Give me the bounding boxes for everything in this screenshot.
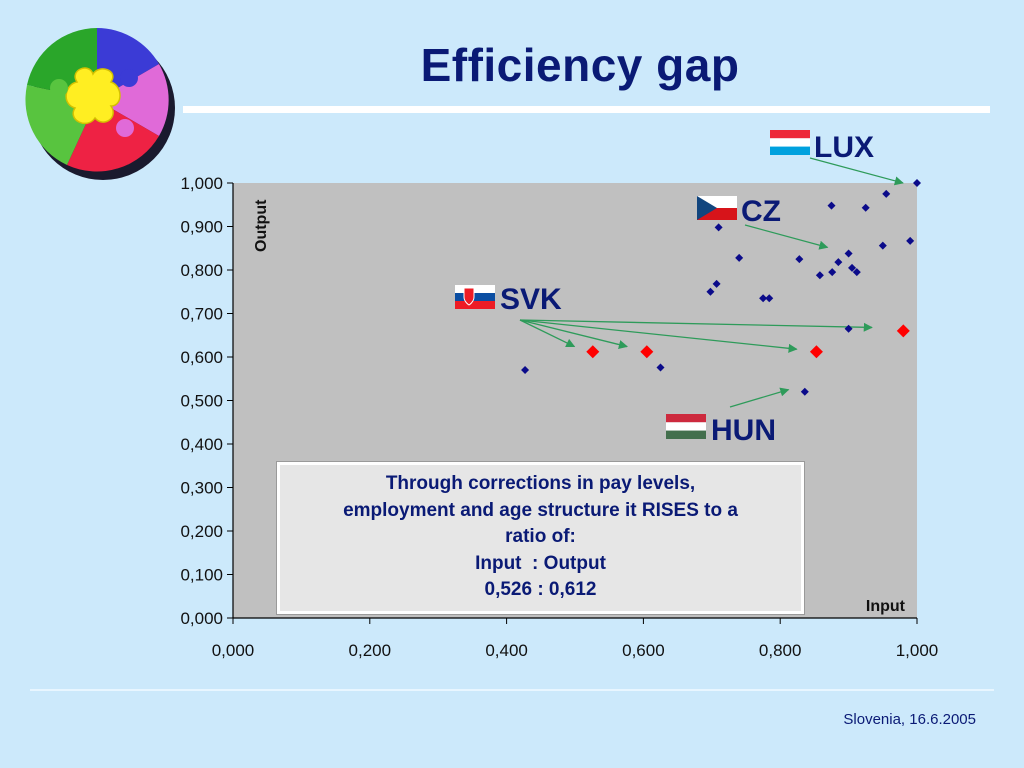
note-line: ratio of:: [505, 526, 576, 547]
annotation-arrow: [519, 319, 873, 332]
y-tick-label: 0,000: [180, 609, 223, 628]
y-tick-label: 0,800: [180, 261, 223, 280]
data-point: [800, 387, 809, 396]
annotation-arrow: [744, 224, 829, 250]
x-tick-label: 0,400: [485, 641, 528, 660]
data-point: [795, 255, 804, 264]
data-points: [521, 179, 921, 396]
note-line: Input : Output: [475, 552, 606, 574]
annotation-label-lux: LUX: [814, 131, 874, 164]
highlight-point: [586, 345, 600, 359]
slovakia-flag-icon: [455, 285, 495, 309]
x-tick-label: 0,600: [622, 641, 665, 660]
data-point: [828, 268, 837, 277]
data-point: [735, 253, 744, 262]
annotation-cz: CZ: [697, 195, 781, 228]
data-point: [827, 201, 836, 210]
y-tick-label: 0,200: [180, 522, 223, 541]
annotation-label-hun: HUN: [711, 414, 776, 447]
x-tick-label: 1,000: [896, 641, 939, 660]
y-tick-label: 0,100: [180, 566, 223, 585]
slide-title: Efficiency gap: [420, 39, 740, 91]
annotation-label-cz: CZ: [741, 195, 781, 228]
data-point: [765, 294, 774, 303]
title-divider: [183, 106, 990, 113]
annotation-arrows: [519, 157, 904, 408]
data-point: [834, 258, 843, 267]
highlight-point: [896, 324, 910, 338]
data-point: [656, 363, 665, 372]
annotation-svk: SVK: [455, 283, 562, 316]
annotation-hun: HUN: [666, 414, 776, 447]
data-point: [844, 249, 853, 258]
data-point: [714, 223, 723, 232]
x-tick-label: 0,200: [349, 641, 392, 660]
data-point: [848, 263, 857, 272]
annotation-arrow: [729, 387, 790, 408]
y-tick-label: 0,600: [180, 348, 223, 367]
data-point: [844, 324, 853, 333]
data-point: [815, 271, 824, 280]
note-box: Through corrections in pay levels, emplo…: [277, 462, 804, 614]
y-axis-label: Output: [253, 199, 270, 252]
y-tick-label: 0,900: [180, 218, 223, 237]
note-line: employment and age structure it RISES to…: [343, 499, 738, 521]
y-tick-label: 0,400: [180, 435, 223, 454]
luxembourg-flag-icon: [770, 130, 810, 155]
data-point: [878, 241, 887, 250]
annotation-arrow: [519, 319, 576, 348]
data-point: [521, 366, 530, 375]
highlight-point: [809, 345, 823, 359]
data-point: [861, 203, 870, 212]
czech-flag-icon: [697, 196, 737, 220]
y-tick-label: 0,300: [180, 479, 223, 498]
x-tick-label: 0,000: [212, 641, 255, 660]
annotation-lux: LUX: [770, 130, 874, 164]
footer-divider: [30, 689, 994, 691]
puzzle-logo-icon: [25, 28, 175, 180]
x-tick-label: 0,800: [759, 641, 802, 660]
hungary-flag-icon: [666, 414, 706, 439]
data-point: [712, 279, 721, 288]
annotation-label-svk: SVK: [500, 283, 562, 316]
footer-text: Slovenia, 16.6.2005: [843, 711, 976, 728]
y-tick-label: 0,700: [180, 305, 223, 324]
annotation-arrow: [519, 319, 798, 353]
data-point: [706, 287, 715, 296]
y-tick-label: 0,500: [180, 392, 223, 411]
x-axis-label: Input: [866, 598, 906, 615]
data-point: [906, 236, 915, 245]
data-point: [913, 179, 921, 187]
annotation-arrow: [809, 157, 904, 186]
tick-labels: 0,000 0,100 0,200 0,300 0,400 0,500 0,600 0,700…: [180, 174, 938, 660]
data-point: [882, 189, 891, 198]
note-line: Through corrections in pay levels,: [385, 473, 696, 494]
data-point: [759, 294, 768, 303]
highlight-point: [640, 345, 654, 359]
axes: [227, 182, 918, 624]
data-point: [852, 268, 861, 277]
annotation-arrow: [519, 319, 628, 350]
note-line: 0,526 : 0,612: [484, 579, 597, 600]
y-tick-label: 1,000: [180, 174, 223, 193]
